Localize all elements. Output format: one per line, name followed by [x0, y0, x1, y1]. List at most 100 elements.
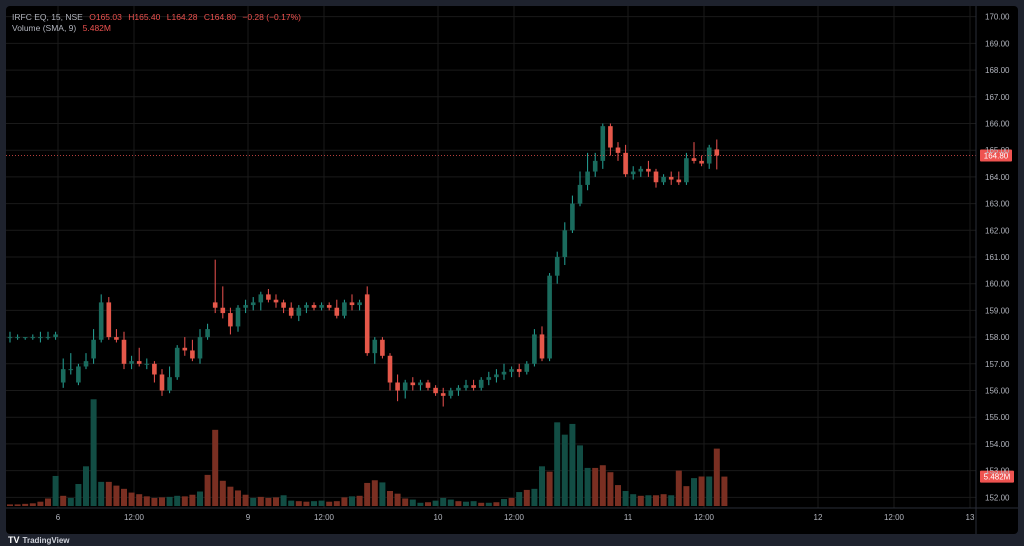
- candle: [638, 166, 644, 177]
- candle: [152, 361, 157, 383]
- candle: [53, 331, 58, 340]
- change-value: −0.28 (−0.17%): [242, 12, 301, 22]
- candle-body: [159, 374, 165, 391]
- candle-body: [197, 337, 203, 359]
- candle: [349, 294, 355, 311]
- price-badge: [980, 149, 1012, 162]
- candle-body: [190, 350, 195, 359]
- time-tick-label: 10: [434, 513, 443, 522]
- volume-bar: [653, 495, 659, 506]
- candle: [334, 299, 340, 319]
- candle-body: [425, 382, 431, 388]
- candle-body: [319, 305, 324, 308]
- volume-bar: [691, 478, 697, 506]
- price-tick-label: 153.00: [985, 467, 1010, 476]
- volume-bar: [592, 467, 599, 506]
- candle: [121, 331, 127, 370]
- volume-bar: [189, 494, 196, 506]
- candle: [91, 329, 96, 364]
- candle: [22, 337, 28, 340]
- candle-body: [714, 149, 720, 156]
- candle-body: [228, 313, 233, 327]
- volume-bar: [212, 429, 219, 506]
- candle-body: [501, 371, 507, 375]
- candle: [190, 339, 195, 362]
- price-tick-label: 168.00: [985, 66, 1010, 75]
- price-axis[interactable]: 152.00 153.00 154.00 155.00 156.00 157.00 158.…: [975, 6, 1010, 534]
- candle-body: [547, 275, 552, 359]
- candle-body: [281, 302, 286, 308]
- candle: [448, 387, 454, 399]
- candle: [471, 379, 476, 391]
- candle: [159, 369, 165, 396]
- volume-bar: [425, 502, 431, 506]
- volume-badge-label: 5.482M: [984, 473, 1011, 482]
- candle: [699, 155, 704, 167]
- volume-bar: [121, 488, 127, 506]
- volume-bar: [645, 495, 652, 506]
- volume-bar: [151, 497, 158, 506]
- volume-bar: [14, 504, 21, 506]
- volume-bar: [561, 434, 568, 506]
- candle-body: [250, 302, 256, 306]
- time-tick-label: 12:00: [884, 513, 905, 522]
- volume-bar: [660, 494, 667, 506]
- candle: [357, 299, 362, 311]
- volume-bar: [136, 494, 143, 506]
- candlestick-chart[interactable]: 164.80 5.482M 152.00 153.00 154.00 155.00 156…: [6, 6, 1018, 534]
- volume-bar: [409, 499, 416, 506]
- tradingview-logo-icon: TV: [8, 535, 20, 545]
- tradingview-logo[interactable]: TV TradingView: [8, 535, 70, 545]
- candle-body: [60, 369, 66, 383]
- volume-bar: [159, 497, 165, 506]
- volume-bar: [432, 500, 439, 506]
- volume-bar: [630, 494, 637, 506]
- volume-bar: [371, 480, 378, 506]
- volume-bar: [599, 465, 606, 506]
- volume-bar: [607, 472, 614, 506]
- volume-bar: [470, 501, 477, 506]
- candle: [387, 353, 393, 391]
- candle: [562, 222, 568, 266]
- volume-bar: [67, 497, 74, 506]
- price-tick-label: 167.00: [985, 93, 1010, 102]
- volume-badge: [980, 470, 1014, 483]
- candle-body: [334, 307, 340, 316]
- candle: [706, 144, 712, 169]
- price-tick-label: 164.00: [985, 173, 1010, 182]
- chart-frame: 164.80 5.482M 152.00 153.00 154.00 155.00 156…: [6, 6, 1018, 534]
- candle-body: [288, 307, 294, 316]
- price-tick-label: 163.00: [985, 200, 1010, 209]
- candle-body: [311, 305, 317, 308]
- candle: [60, 358, 66, 388]
- symbol-label[interactable]: IRFC EQ, 15, NSE: [12, 12, 83, 22]
- volume-indicator-label[interactable]: Volume (SMA, 9): [12, 23, 77, 33]
- candle-body: [205, 329, 210, 338]
- time-tick-label: 12:00: [694, 513, 715, 522]
- time-tick-label: 12:00: [314, 513, 335, 522]
- volume-bar: [128, 492, 135, 506]
- candle: [182, 337, 188, 356]
- candle-body: [440, 393, 446, 396]
- price-tick-label: 159.00: [985, 306, 1010, 315]
- volume-bar: [341, 497, 348, 506]
- volume-bar: [37, 501, 44, 506]
- time-axis[interactable]: 6 12:00 9 12:00 10 12:00 11 12:00 12 12:00 13: [6, 507, 1018, 522]
- volume-bar: [516, 492, 523, 506]
- volume-bar: [668, 495, 675, 506]
- candle-body: [516, 369, 522, 372]
- candle: [304, 302, 309, 314]
- candle-body: [144, 363, 150, 365]
- time-tick-label: 9: [246, 513, 251, 522]
- candle-body: [592, 160, 598, 172]
- volume-bar: [698, 476, 705, 506]
- candle-body: [304, 305, 309, 308]
- bottom-bar: TV TradingView: [0, 534, 1024, 546]
- candle: [228, 307, 233, 335]
- candle-body: [668, 176, 674, 180]
- candle: [691, 142, 697, 164]
- candle: [668, 171, 674, 185]
- candle: [83, 353, 89, 370]
- price-tick-label: 170.00: [985, 13, 1010, 22]
- volume-bar: [554, 422, 561, 506]
